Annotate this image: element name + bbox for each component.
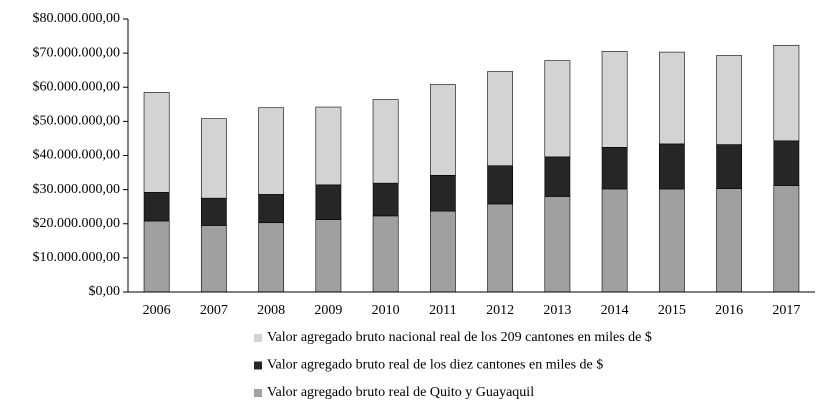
bar-segment <box>372 99 399 184</box>
bar-segment <box>544 196 571 293</box>
legend-label: Valor agregado bruto nacional real de lo… <box>267 330 652 345</box>
bar-segment <box>315 184 342 220</box>
bar-segment <box>487 203 514 293</box>
legend-label: Valor agregado bruto real de Quito y Gua… <box>267 385 534 400</box>
bar-segment <box>372 182 399 217</box>
y-tick-label: $30.000.000,00 <box>33 182 121 197</box>
bar-segment <box>601 147 628 190</box>
x-tick-label: 2011 <box>429 303 456 318</box>
bar-segment <box>143 92 170 193</box>
y-tick-label: $20.000.000,00 <box>33 216 121 231</box>
bar-segment <box>544 60 571 158</box>
bar-segment <box>258 222 285 293</box>
bar-segment <box>487 165 514 205</box>
y-tick-label: $10.000.000,00 <box>33 250 121 265</box>
bar-segment <box>258 107 285 195</box>
bar-segment <box>143 220 170 293</box>
bar-segment <box>773 185 800 293</box>
bar-segment <box>315 106 342 186</box>
x-tick-label: 2013 <box>543 303 571 318</box>
y-tick-label: $40.000.000,00 <box>33 148 121 163</box>
legend-label: Valor agregado bruto real de los diez ca… <box>267 358 603 373</box>
bar-segment <box>601 188 628 293</box>
legend-swatch <box>254 361 262 370</box>
bar-segment <box>716 144 743 189</box>
x-tick-label: 2008 <box>257 303 285 318</box>
bar-segment <box>315 219 342 293</box>
x-tick-label: 2017 <box>772 303 800 318</box>
y-tick-label: $50.000.000,00 <box>33 114 121 129</box>
x-tick-label: 2012 <box>486 303 514 318</box>
bar-segment <box>658 188 685 293</box>
bar-segment <box>200 225 227 293</box>
y-tick-label: $80.000.000,00 <box>33 11 121 26</box>
legend-swatch <box>254 334 262 342</box>
y-tick-label: $0,00 <box>89 284 121 299</box>
x-tick-label: 2010 <box>372 303 400 318</box>
bar-segment <box>716 55 743 145</box>
bar-segment <box>200 197 227 226</box>
y-tick-label: $70.000.000,00 <box>33 45 121 60</box>
legend-swatch <box>254 389 262 397</box>
y-tick-label: $60.000.000,00 <box>33 79 121 94</box>
bar-segment <box>716 188 743 293</box>
bar-segment <box>200 118 227 199</box>
bar-segment <box>143 192 170 222</box>
bar-segment <box>429 84 456 176</box>
bar-segment <box>544 156 571 197</box>
bar-segment <box>773 140 800 186</box>
bar-segment <box>429 210 456 293</box>
bar-segment <box>658 51 685 145</box>
bar-segment <box>429 174 456 212</box>
x-tick-label: 2009 <box>314 303 342 318</box>
bar-segment <box>258 194 285 224</box>
bar-segment <box>773 44 800 142</box>
bar-segment <box>658 143 685 190</box>
x-tick-label: 2006 <box>143 303 171 318</box>
bar-segment <box>372 215 399 293</box>
x-tick-label: 2007 <box>200 303 228 318</box>
bar-segment <box>601 51 628 148</box>
x-tick-label: 2015 <box>658 303 686 318</box>
bar-segment <box>487 71 514 167</box>
x-tick-label: 2014 <box>601 303 629 318</box>
x-tick-label: 2016 <box>715 303 743 318</box>
